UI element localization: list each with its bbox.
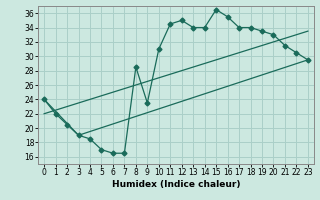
X-axis label: Humidex (Indice chaleur): Humidex (Indice chaleur) — [112, 180, 240, 189]
